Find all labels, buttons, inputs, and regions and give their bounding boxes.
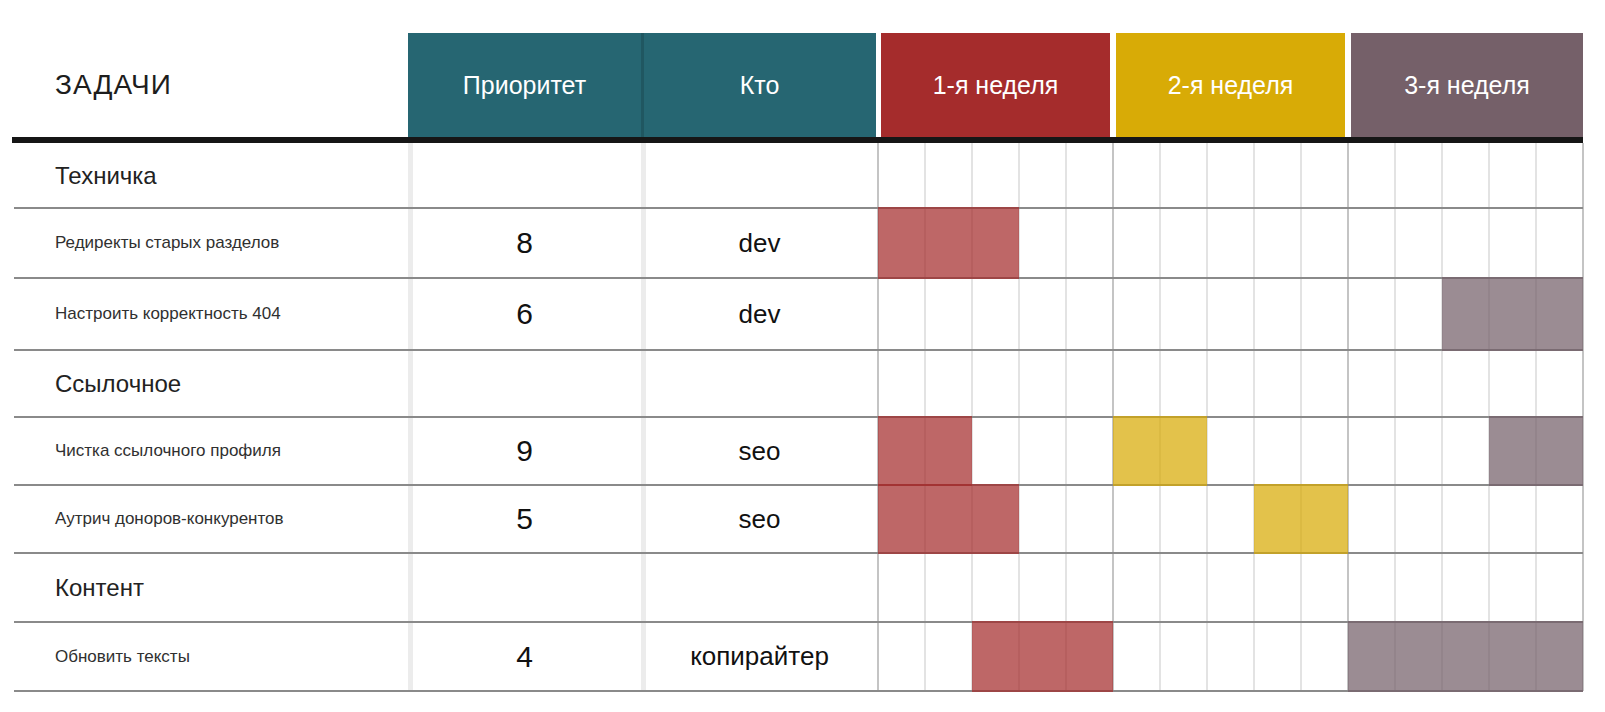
gantt-bar-week3 bbox=[1348, 621, 1583, 692]
who-value: dev bbox=[641, 208, 878, 278]
gantt-bar-week1 bbox=[972, 621, 1113, 692]
tasks-column-header: ЗАДАЧИ bbox=[55, 33, 172, 137]
column-header-priority: Приоритет bbox=[408, 33, 641, 137]
task-row-label: Аутрич доноров-конкурентов bbox=[55, 485, 284, 553]
section-row-label: Техничка bbox=[55, 143, 157, 208]
priority-value: 5 bbox=[408, 485, 641, 553]
gantt-table: ЗАДАЧИ Приоритет Кто 1-я неделя 2-я неде… bbox=[0, 0, 1605, 712]
gantt-bar-week1 bbox=[878, 484, 1019, 554]
priority-value: 9 bbox=[408, 417, 641, 485]
task-row-label: Чистка ссылочного профиля bbox=[55, 417, 281, 485]
priority-value: 8 bbox=[408, 208, 641, 278]
gantt-bar-week2 bbox=[1113, 416, 1207, 486]
section-row-label: Контент bbox=[55, 553, 144, 622]
priority-value: 6 bbox=[408, 278, 641, 350]
who-value: seo bbox=[641, 485, 878, 553]
column-header-week3: 3-я неделя bbox=[1351, 33, 1583, 137]
gantt-bar-week1 bbox=[878, 207, 1019, 279]
task-row-label: Редиректы старых разделов bbox=[55, 208, 279, 278]
column-header-week2: 2-я неделя bbox=[1116, 33, 1345, 137]
header-underline bbox=[12, 137, 1583, 143]
section-row-label: Ссылочное bbox=[55, 350, 181, 417]
who-value: seo bbox=[641, 417, 878, 485]
gantt-bar-week2 bbox=[1254, 484, 1348, 554]
gantt-bar-week3 bbox=[1489, 416, 1583, 486]
column-header-who: Кто bbox=[641, 33, 878, 137]
column-header-week1: 1-я неделя bbox=[881, 33, 1110, 137]
who-value: dev bbox=[641, 278, 878, 350]
task-row-label: Обновить тексты bbox=[55, 622, 190, 691]
priority-value: 4 bbox=[408, 622, 641, 691]
gantt-bar-week3 bbox=[1442, 277, 1583, 351]
gantt-bar-week1 bbox=[878, 416, 972, 486]
task-row-label: Настроить корректность 404 bbox=[55, 278, 281, 350]
who-value: копирайтер bbox=[641, 622, 878, 691]
